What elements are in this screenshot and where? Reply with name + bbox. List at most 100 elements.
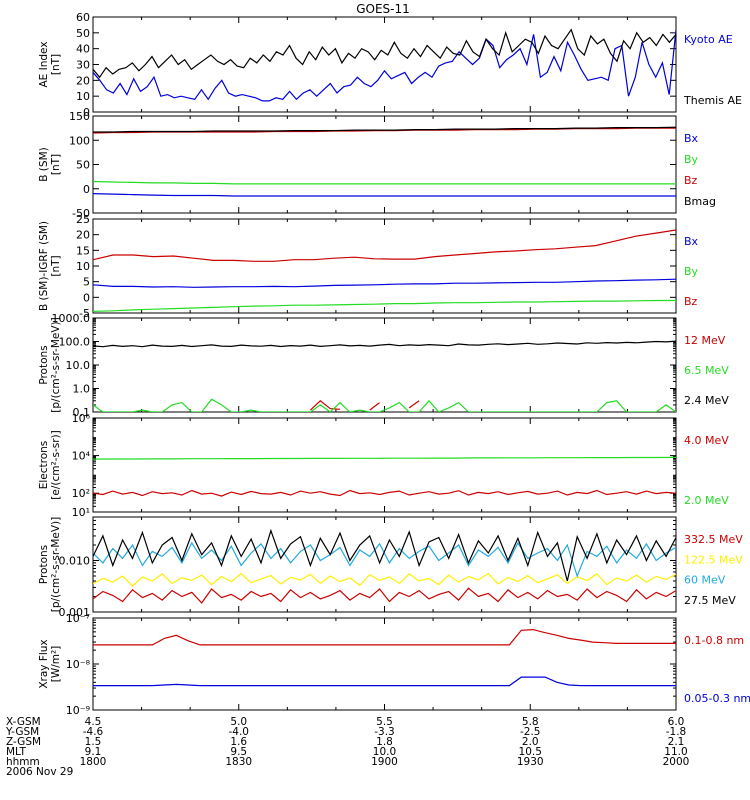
x-tick-label: 1.8 [376,736,393,748]
legend-by: By [684,153,699,166]
x-tick-label: 6.0 [668,716,685,728]
legend-bz: Bz [684,174,698,187]
y-tick-label: 10⁻⁸ [66,658,91,671]
series-line-4-0-mev [93,489,676,497]
series-line-bx [93,278,676,288]
panel-7: 10⁻⁹ 10⁻⁸ 10⁻⁷ Xray Flux [W/m²] 0.1-0.8 nm 0.0… [38,612,750,717]
y-tick-label: 50 [76,159,90,172]
x-tick-label: 1800 [80,756,107,768]
legend-27-5-mev: 27.5 MeV [684,594,736,607]
x-row-label: Z-GSM [6,736,41,748]
legend-4-0-mev: 4.0 MeV [684,434,729,447]
series-line-0-05-0-3-nm [93,676,676,687]
y-tick-label: 0 [83,106,90,119]
x-tick-label: 1.5 [85,736,102,748]
legend-bmag: Bmag [684,195,716,208]
series-line-by [93,299,676,312]
x-tick-label: 5.0 [230,716,247,728]
x-tick-label: 9.5 [230,746,247,758]
x-tick-label: 10.0 [373,746,396,758]
legend-themis-ae: Themis AE [683,94,742,107]
series-line-bz [93,229,676,262]
x-row-label: MLT [6,746,26,758]
y-tick-label: 10¹ [72,506,90,519]
series-line-332-5-mev [93,587,676,604]
series-line-kyoto-ae [93,29,676,102]
x-tick-label: 1900 [371,756,398,768]
x-tick-label: 5.8 [522,716,539,728]
legend-bx: Bx [684,132,699,145]
panel-1: 0 10 20 30 40 50 60 AE Index [nT] Kyoto AE Themis … [38,11,742,119]
y-tick-label: -50 [72,207,90,220]
y-tick-label: 0.010 [59,555,91,568]
y-tick-label: 10⁻⁷ [66,612,90,625]
x-tick-label: 2.1 [668,736,685,748]
x-tick-label: -1.8 [666,726,687,738]
x-row-label: Y-GSM [5,726,39,738]
legend-12-mev: 12 MeV [684,334,726,347]
x-row-label: X-GSM [6,716,41,728]
x-tick-label: 1930 [517,756,544,768]
y-axis-label: B (SM) [38,147,50,181]
legend-2-0-mev: 2.0 MeV [684,494,729,507]
series-line-bmag [93,126,676,133]
y-axis-label: Protons [38,545,50,584]
series-line-bx [93,193,676,197]
y-tick-label: 40 [76,43,90,56]
y-axis-label: Xray Flux [38,639,50,688]
y-axis-label: [p/(cm²-s-sr-MeV)] [50,517,62,612]
series-line-2-4-mev [93,340,676,348]
panel-6: 0.001 0.010 Protons [p/(cm²-s-sr-MeV)] 332.5… [38,516,743,619]
panel-5: 10¹ 10² 10⁴ 10⁶ Electrons [e/(cm²-s-sr)] 4.0 M… [38,412,729,519]
y-tick-label: 10⁴ [72,450,91,463]
legend-6-5-mev: 6.5 MeV [684,364,729,377]
x-tick-label: 4.5 [85,716,102,728]
x-tick-label: -2.5 [520,726,541,738]
x-tick-label: -3.3 [374,726,395,738]
y-tick-label: 20 [76,74,90,87]
date-label: 2006 Nov 29 [6,766,73,778]
plot-title: GOES-11 [356,2,410,16]
y-axis-label: AE Index [38,41,50,87]
y-axis-label: B (SM)-IGRF (SM) [38,221,50,311]
y-tick-label: 1000.0 [52,312,91,325]
x-tick-label: 10.5 [519,746,542,758]
y-tick-label: 0 [83,183,90,196]
x-tick-label: 5.5 [376,716,393,728]
panel-4: 0.1 1.0 10.0 100.0 1000.0 Protons [p/(cm²-s-sr… [38,312,729,419]
y-tick-label: -5 [79,307,90,320]
y-tick-label: 1.0 [73,383,91,396]
y-axis-label: [nT] [50,255,62,276]
y-axis-label: Electrons [38,441,50,490]
series-line-122-5-mev [93,572,676,587]
y-axis-label: [nT] [50,54,62,75]
x-tick-label: 2000 [663,756,690,768]
x-tick-label: 2.0 [522,736,539,748]
y-tick-label: 10.0 [66,359,91,372]
series-line-0-1-0-8-nm [93,628,676,646]
y-tick-label: 10 [76,260,90,273]
legend-bz: Bz [684,295,698,308]
series-line-60-mev [93,541,676,578]
y-tick-label: 10⁻⁹ [66,704,90,717]
x-tick-label: 9.1 [85,746,102,758]
legend-122-5-mev: 122.5 MeV [684,553,743,566]
legend-by: By [684,265,699,278]
x-tick-label: 1.6 [230,736,247,748]
panel-2: -50 0 50 100 150 B (SM) [nT] Bx By Bz Bmag [38,110,716,220]
legend-60-mev: 60 MeV [684,574,726,587]
y-tick-label: 10 [76,90,90,103]
y-tick-label: 5 [83,276,90,289]
x-tick-label: -4.6 [83,726,104,738]
y-tick-label: 10² [72,487,90,500]
x-tick-label: 1830 [225,756,252,768]
y-tick-label: 15 [76,244,90,257]
y-axis-label: [p/(cm²-s-sr-MeV)] [50,317,62,412]
legend-0-05-0-3-nm: 0.05-0.3 nm [684,692,750,705]
legend-kyoto-ae: Kyoto AE [684,33,733,46]
x-tick-label: 11.0 [664,746,687,758]
y-tick-label: 25 [76,213,90,226]
